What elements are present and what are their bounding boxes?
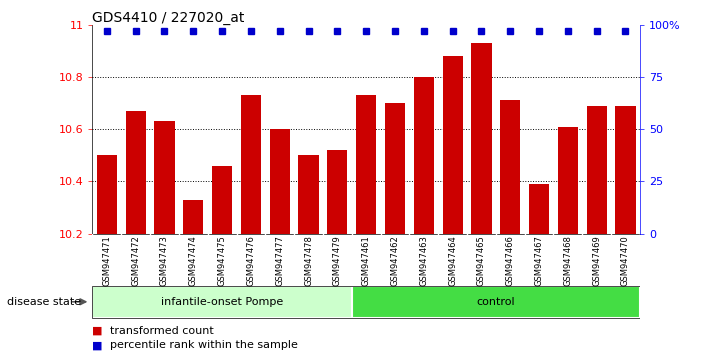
Bar [126,111,146,234]
Text: ■: ■ [92,340,103,350]
Text: infantile-onset Pompe: infantile-onset Pompe [161,297,283,307]
Text: GSM947470: GSM947470 [621,235,630,286]
Bar [442,56,463,234]
Bar [471,43,491,234]
Bar [327,150,348,234]
Text: GSM947469: GSM947469 [592,235,602,286]
Bar [212,166,232,234]
Bar [529,184,549,234]
Text: GSM947466: GSM947466 [506,235,515,286]
Bar [241,95,261,234]
Bar [500,101,520,234]
Text: disease state: disease state [7,297,81,307]
Bar [557,127,578,234]
Text: GDS4410 / 227020_at: GDS4410 / 227020_at [92,11,245,25]
Bar [616,106,636,234]
Text: transformed count: transformed count [110,326,214,336]
Text: GSM947479: GSM947479 [333,235,342,286]
Text: GSM947474: GSM947474 [189,235,198,286]
Bar [356,95,376,234]
Bar [385,103,405,234]
FancyBboxPatch shape [92,286,352,318]
Text: GSM947463: GSM947463 [419,235,428,286]
Text: GSM947468: GSM947468 [563,235,572,286]
Text: GSM947473: GSM947473 [160,235,169,286]
Text: GSM947471: GSM947471 [102,235,112,286]
Text: GSM947465: GSM947465 [477,235,486,286]
Bar [154,121,175,234]
Text: GSM947472: GSM947472 [131,235,140,286]
Text: control: control [476,297,515,307]
Text: percentile rank within the sample: percentile rank within the sample [110,340,298,350]
Bar [183,200,203,234]
Bar [299,155,319,234]
Text: GSM947467: GSM947467 [535,235,543,286]
Text: ■: ■ [92,326,103,336]
Text: GSM947477: GSM947477 [275,235,284,286]
Text: GSM947476: GSM947476 [247,235,255,286]
FancyBboxPatch shape [352,286,640,318]
Text: GSM947475: GSM947475 [218,235,227,286]
Text: GSM947462: GSM947462 [390,235,400,286]
Text: GSM947464: GSM947464 [448,235,457,286]
Bar [97,155,117,234]
Bar [269,129,290,234]
Text: GSM947478: GSM947478 [304,235,313,286]
Text: GSM947461: GSM947461 [362,235,370,286]
Bar [587,106,606,234]
Bar [414,77,434,234]
